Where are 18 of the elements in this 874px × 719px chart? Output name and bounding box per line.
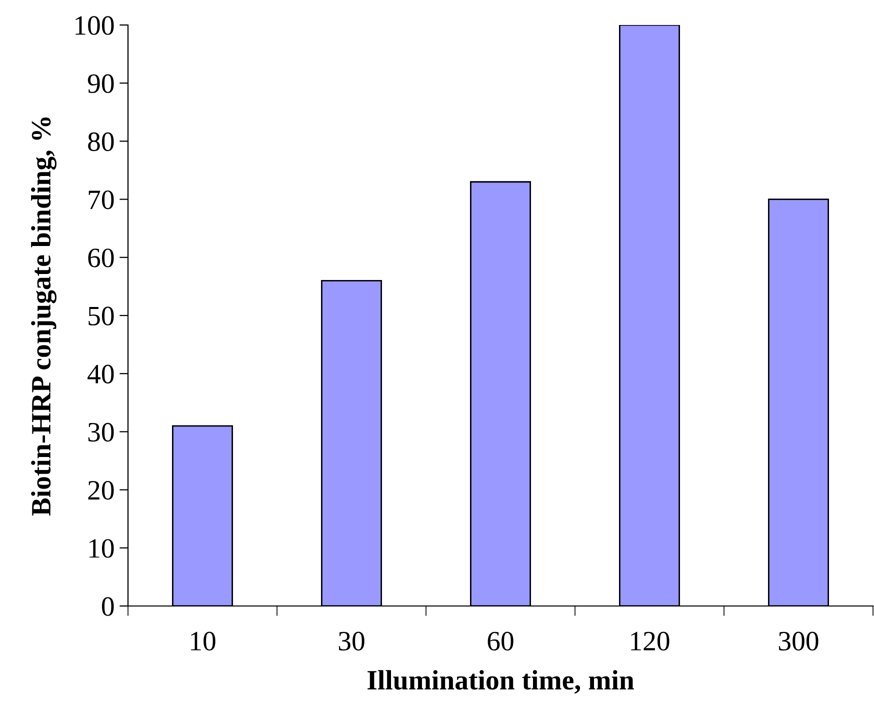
y-tick-label: 80 — [88, 132, 114, 152]
x-tick-label: 10 — [191, 632, 216, 651]
y-tick-label: 70 — [88, 190, 114, 210]
x-tick-label: 300 — [778, 632, 818, 651]
y-tick-label: 60 — [88, 248, 114, 268]
y-axis-title: Biotin-HRP conjugate binding, % — [31, 117, 56, 516]
y-tick-label: 100 — [76, 16, 114, 35]
y-tick-label: 40 — [88, 364, 114, 384]
y-tick-label: 90 — [88, 74, 114, 94]
y-tick-label: 50 — [88, 306, 114, 326]
y-tick-label: 30 — [88, 422, 114, 442]
x-tick-label: 60 — [488, 632, 514, 651]
y-tick-label: 0 — [102, 597, 114, 616]
x-tick-label: 30 — [338, 632, 364, 651]
x-tick-label: 120 — [631, 632, 670, 651]
y-tick-label: 20 — [88, 480, 114, 500]
y-tick-label: 10 — [89, 539, 114, 558]
x-axis-title: Illumination time, min — [368, 670, 634, 694]
